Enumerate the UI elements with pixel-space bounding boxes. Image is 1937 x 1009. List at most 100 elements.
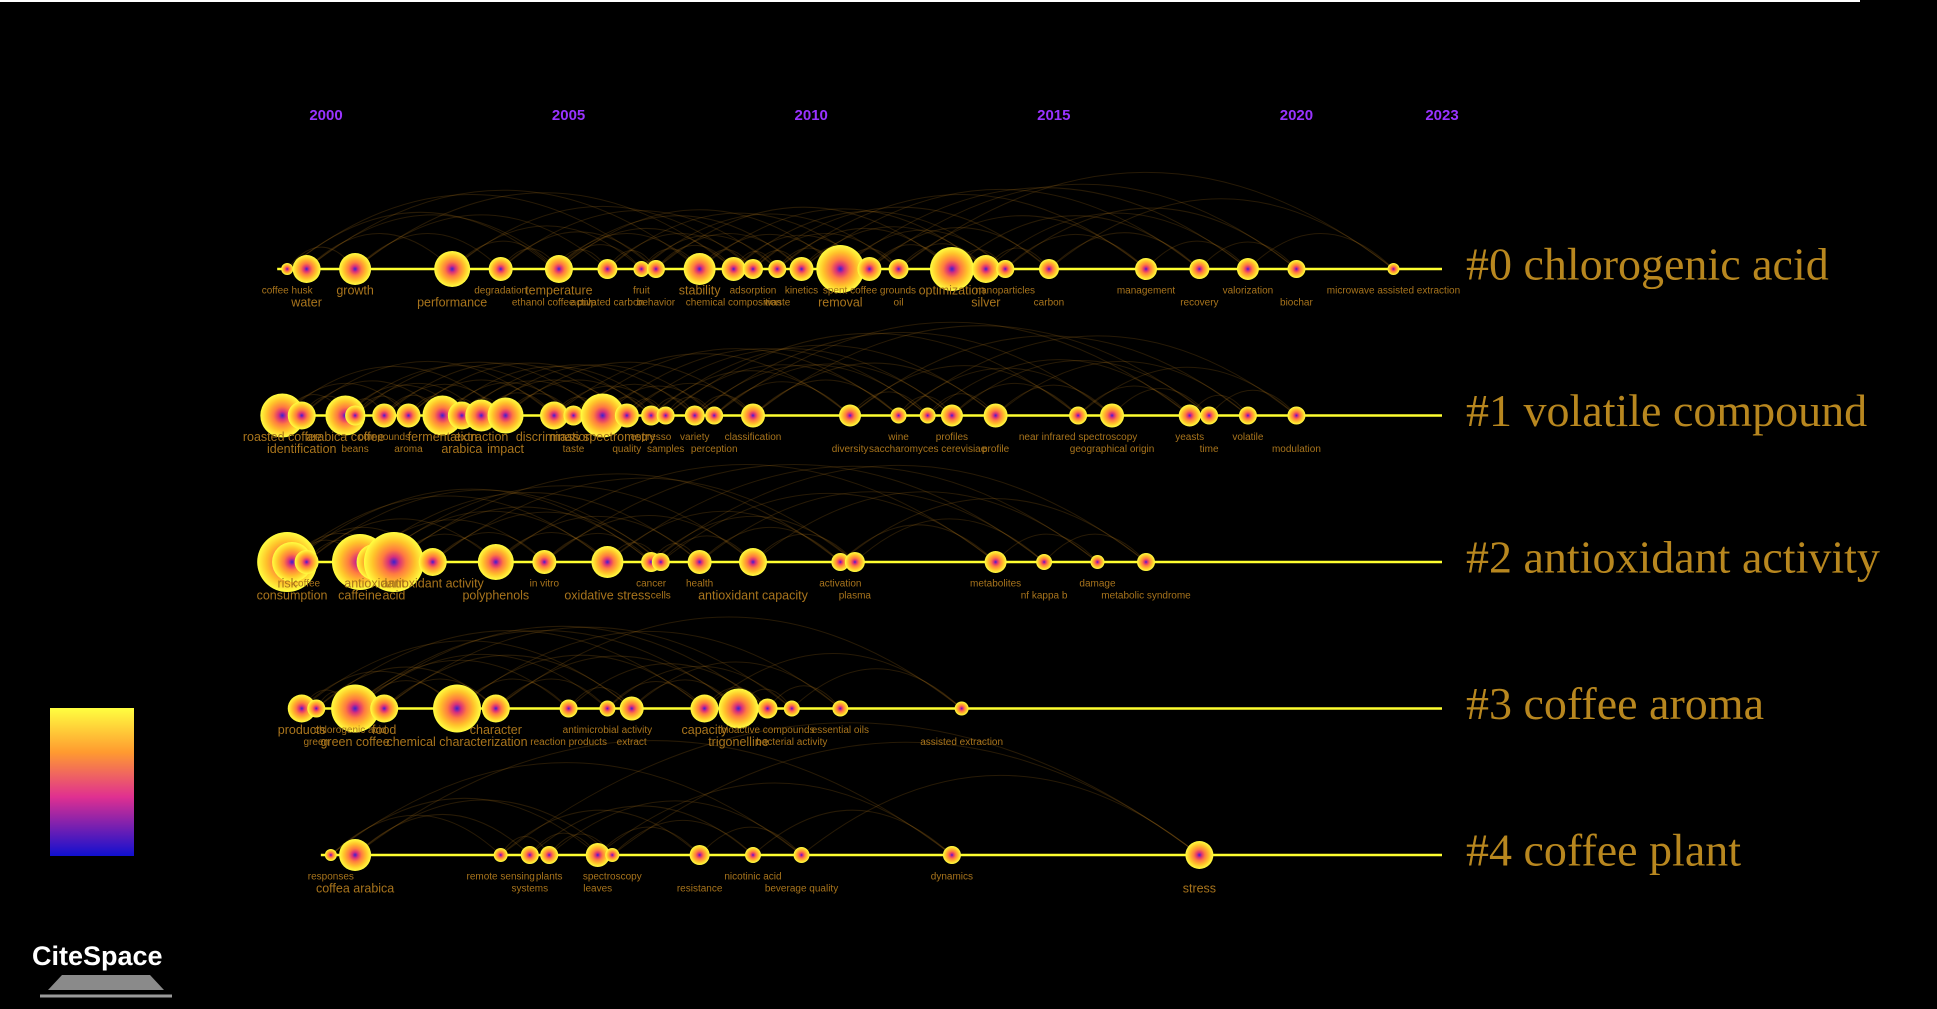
keyword-label: time bbox=[1200, 444, 1219, 455]
keyword-node bbox=[816, 245, 865, 293]
keyword-label: roasted coffee bbox=[243, 430, 322, 444]
link-arc bbox=[776, 228, 953, 270]
link-arc bbox=[699, 208, 987, 270]
keyword-node bbox=[942, 846, 961, 864]
link-arc bbox=[849, 365, 1079, 416]
link-arc bbox=[626, 348, 953, 416]
link-arc bbox=[752, 325, 1210, 416]
link-arc bbox=[752, 379, 899, 416]
keyword-label: stability bbox=[679, 283, 721, 297]
keyword-node bbox=[540, 846, 559, 864]
link-arc bbox=[607, 510, 841, 563]
keyword-label: bioactive compounds bbox=[721, 725, 815, 736]
keyword-node bbox=[532, 550, 557, 574]
keyword-node bbox=[281, 263, 294, 275]
keyword-node bbox=[597, 259, 618, 279]
link-arc bbox=[839, 229, 1006, 270]
keyword-node bbox=[433, 684, 482, 733]
keyword-label: yeasts bbox=[1175, 432, 1204, 443]
link-arc bbox=[660, 493, 996, 563]
link-arc bbox=[869, 227, 1050, 270]
keyword-node bbox=[651, 553, 670, 571]
keyword-label: profile bbox=[982, 444, 1010, 455]
link-arc bbox=[1077, 366, 1297, 416]
link-arc bbox=[345, 365, 574, 416]
keyword-node bbox=[591, 546, 624, 578]
keyword-label: extract bbox=[617, 737, 647, 748]
links bbox=[281, 172, 1394, 856]
link-arc bbox=[480, 364, 715, 416]
keyword-node bbox=[493, 848, 508, 862]
keyword-label: volatile bbox=[1232, 432, 1264, 443]
link-arc bbox=[282, 366, 506, 416]
keyword-label: classification bbox=[725, 432, 782, 443]
color-legend bbox=[50, 708, 134, 856]
link-arc bbox=[286, 211, 555, 270]
keyword-label: behavior bbox=[637, 298, 676, 309]
keyword-node bbox=[307, 699, 326, 718]
keyword-node bbox=[831, 553, 850, 571]
link-arc bbox=[995, 360, 1249, 416]
link-arc bbox=[704, 652, 962, 709]
keyword-node bbox=[372, 403, 397, 428]
keyword-label: consumption bbox=[257, 588, 328, 602]
keyword-label: temperature bbox=[525, 283, 592, 297]
link-arc bbox=[301, 640, 633, 709]
link-arc bbox=[951, 359, 1210, 416]
link-arc bbox=[597, 826, 700, 856]
link-arc bbox=[544, 464, 1045, 563]
link-arc bbox=[607, 665, 793, 709]
keyword-node bbox=[563, 405, 584, 426]
keyword-label: green coffee bbox=[320, 735, 389, 749]
keyword-node bbox=[687, 550, 712, 574]
link-arc bbox=[529, 805, 754, 856]
keyword-label: nicotinic acid bbox=[724, 872, 781, 883]
keyword-node bbox=[324, 849, 337, 861]
keyword-label: profiles bbox=[936, 432, 968, 443]
keyword-label: cells bbox=[651, 591, 671, 602]
link-arc bbox=[354, 192, 734, 270]
keyword-node bbox=[370, 694, 399, 723]
keyword-node bbox=[580, 393, 625, 438]
keyword-label: removal bbox=[818, 295, 862, 309]
keyword-node bbox=[1185, 841, 1214, 869]
keyword-node bbox=[684, 405, 705, 426]
link-arc bbox=[660, 535, 754, 563]
keyword-label: oxidative stress bbox=[564, 588, 650, 602]
keyword-label: acid bbox=[382, 588, 405, 602]
link-arc bbox=[349, 630, 739, 709]
keyword-node bbox=[488, 257, 513, 281]
keyword-node bbox=[789, 257, 814, 281]
keyword-label: kinetics bbox=[785, 286, 818, 297]
keyword-label: fruit bbox=[633, 286, 650, 297]
link-arc bbox=[544, 514, 754, 563]
link-arc bbox=[495, 616, 962, 709]
keyword-label: coffee husk bbox=[262, 286, 314, 297]
keyword-node bbox=[544, 255, 573, 283]
keyword-node bbox=[768, 260, 787, 278]
keyword-node bbox=[633, 261, 650, 277]
keyword-label: microwave assisted extraction bbox=[1327, 286, 1460, 297]
link-arc bbox=[301, 670, 458, 709]
keyword-label: taste bbox=[563, 444, 585, 455]
keyword-node bbox=[1090, 555, 1105, 569]
link-arc bbox=[694, 332, 1113, 416]
link-arc bbox=[306, 518, 497, 563]
link-arc bbox=[839, 524, 996, 563]
keyword-node bbox=[641, 405, 662, 426]
link-arc bbox=[713, 363, 953, 416]
keyword-node bbox=[839, 404, 862, 427]
keyword-label: trigonelline bbox=[708, 735, 769, 749]
keyword-node bbox=[619, 696, 644, 721]
link-arc bbox=[553, 385, 667, 416]
keyword-label: waste bbox=[763, 298, 791, 309]
keyword-node bbox=[287, 694, 316, 723]
link-arc bbox=[505, 379, 652, 416]
keyword-node bbox=[1387, 263, 1400, 275]
keyword-label: systems bbox=[511, 884, 548, 895]
keyword-label: identification bbox=[267, 442, 337, 456]
link-arc bbox=[655, 245, 734, 270]
keyword-label: cancer bbox=[636, 579, 667, 590]
link-arc bbox=[548, 800, 802, 856]
